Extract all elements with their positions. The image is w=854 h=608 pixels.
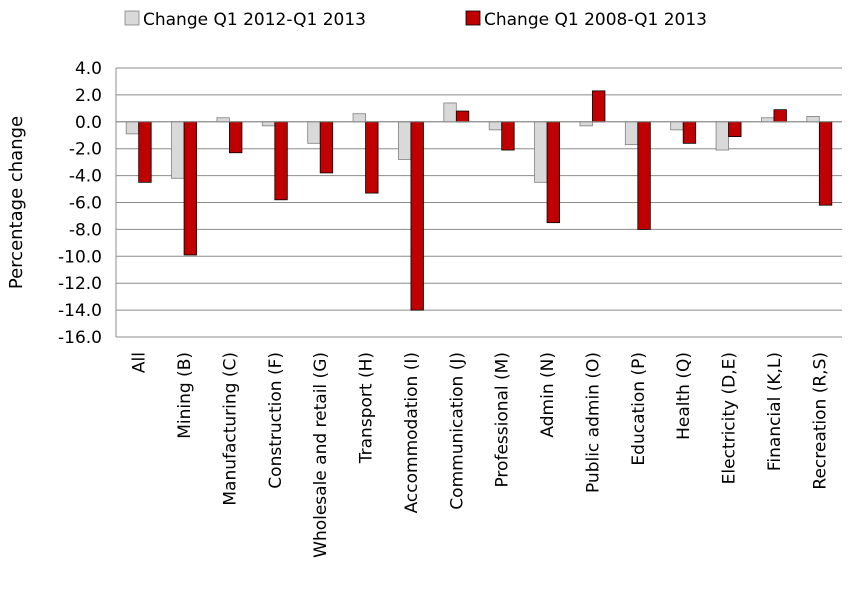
bars (125, 90, 833, 311)
x-tick-label: Accommodation (I) (402, 352, 422, 513)
y-tick-label: -6.0 (69, 194, 102, 214)
bar-series-2-13 (728, 121, 742, 137)
x-tick-label: Financial (K,L) (765, 352, 785, 471)
bar-series-2-11 (637, 121, 651, 230)
bar-series-1-2 (216, 117, 230, 123)
y-tick-label: -10.0 (58, 247, 102, 267)
x-tick-label: Recreation (R,S) (810, 352, 830, 490)
bar-series-1-3 (261, 121, 276, 127)
gridlines (116, 67, 842, 338)
y-tick-label: 4.0 (75, 59, 102, 79)
x-tick-label: Construction (F) (266, 352, 286, 489)
y-tick-label: -2.0 (69, 140, 102, 160)
bar-series-2-15 (818, 121, 833, 206)
x-tick-label: Manufacturing (C) (220, 352, 240, 506)
x-tick-label: Transport (H) (357, 352, 377, 464)
bar-series-2-12 (682, 121, 697, 144)
bar-series-1-6 (398, 121, 412, 160)
bar-series-1-10 (579, 121, 593, 127)
bar-series-1-5 (352, 113, 366, 123)
axes (115, 68, 842, 337)
x-tick-label: Electricity (D,E) (720, 352, 740, 484)
x-tick-label: Professional (M) (493, 352, 513, 488)
legend: Change Q1 2012-Q1 2013 Change Q1 2008-Q1 … (124, 10, 707, 30)
legend-swatch-series-2 (465, 10, 481, 26)
bar-series-1-7 (443, 102, 457, 123)
bar-series-1-12 (670, 121, 684, 131)
bar-series-2-2 (229, 121, 243, 154)
legend-swatch-series-1 (124, 10, 140, 26)
y-tick-label: -16.0 (58, 328, 102, 348)
bar-series-1-15 (806, 116, 820, 123)
bar-series-1-1 (171, 121, 185, 179)
legend-label-series-1: Change Q1 2012-Q1 2013 (143, 10, 366, 30)
bar-series-2-8 (501, 121, 515, 151)
bar-series-2-5 (365, 121, 379, 194)
x-tick-label: All (130, 352, 150, 373)
legend-label-series-2: Change Q1 2008-Q1 2013 (484, 10, 707, 30)
x-axis-ticks: All Mining (B) Manufacturing (C) Constructi… (130, 352, 831, 558)
y-axis-ticks: 4.0 2.0 0.0 -2.0 -4.0 -6.0 -8.0 -10.0 -12.0 -14.0… (58, 59, 102, 348)
y-tick-label: -12.0 (58, 274, 102, 294)
y-tick-label: 2.0 (75, 86, 102, 106)
x-tick-label: Education (P) (629, 352, 649, 466)
x-tick-label: Health (Q) (674, 352, 694, 440)
x-tick-label: Wholesale and retail (G) (311, 352, 331, 558)
bar-series-1-14 (761, 117, 775, 123)
bar-series-2-9 (546, 121, 560, 224)
bar-series-2-7 (455, 110, 470, 123)
bar-series-2-3 (274, 121, 288, 201)
bar-series-1-8 (488, 121, 503, 131)
y-tick-label: -8.0 (69, 220, 102, 240)
bar-series-1-11 (624, 121, 639, 146)
x-tick-label: Public admin (O) (583, 352, 603, 493)
bar-series-2-14 (773, 109, 787, 123)
bar-series-2-1 (183, 121, 197, 256)
bar-series-1-13 (715, 121, 729, 151)
bar-series-2-6 (410, 121, 424, 311)
bar-series-1-0 (125, 121, 140, 135)
x-tick-label: Mining (B) (175, 352, 195, 439)
bar-series-2-4 (319, 121, 334, 174)
x-tick-label: Admin (N) (538, 352, 558, 438)
y-tick-label: 0.0 (75, 113, 102, 133)
y-axis-title: Percentage change (6, 116, 27, 289)
bar-series-1-4 (307, 121, 321, 144)
y-tick-label: -14.0 (58, 301, 102, 321)
bar-series-2-0 (138, 121, 152, 183)
bar-series-1-9 (534, 121, 548, 183)
x-tick-label: Communication (J) (447, 352, 467, 510)
bar-series-2-10 (592, 90, 606, 123)
y-tick-label: -4.0 (69, 167, 102, 187)
